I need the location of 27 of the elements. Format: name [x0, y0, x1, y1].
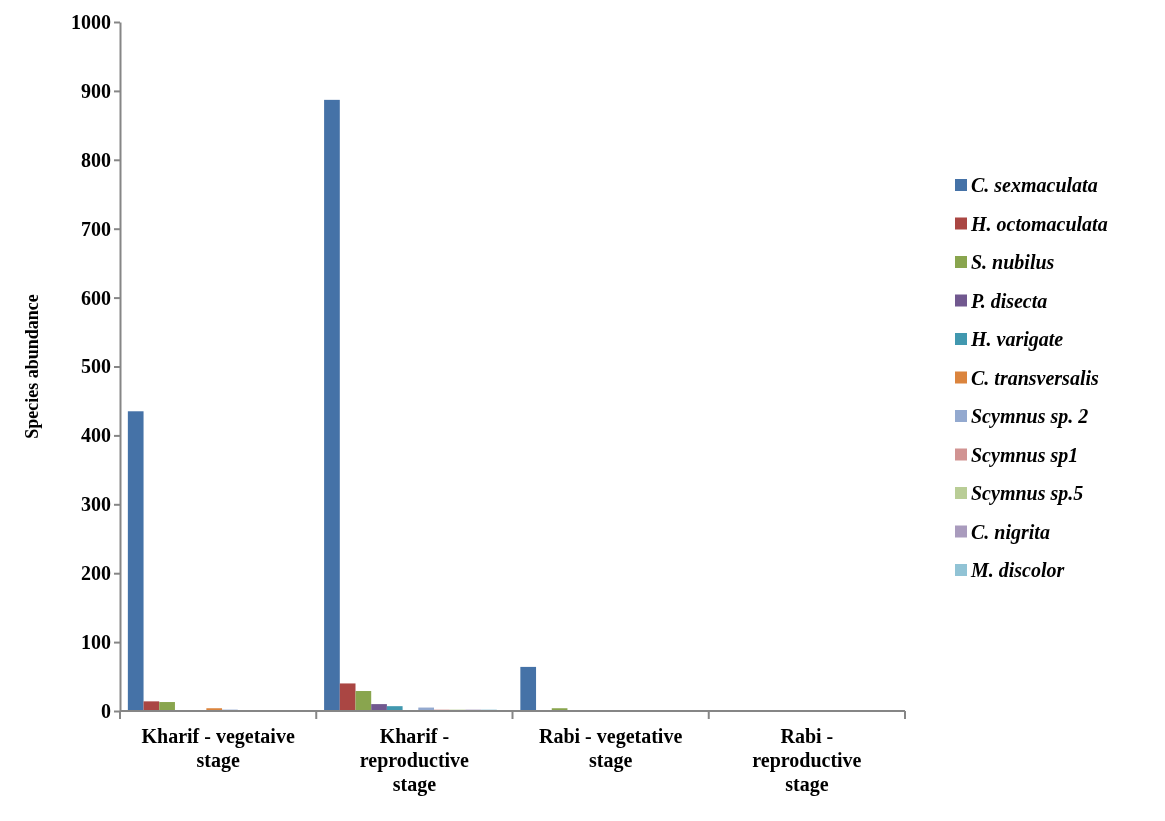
legend-label: H. varigate [970, 328, 1064, 351]
legend-label: C. transversalis [971, 366, 1100, 389]
legend-label: Scymnus sp. 2 [971, 405, 1089, 428]
x-tick-label: Rabi - reproductive stage [752, 725, 862, 796]
x-tick-label: Rabi - vegetative stage [538, 725, 683, 772]
y-tick-label: 800 [81, 148, 111, 171]
y-tick-label: 100 [81, 631, 111, 653]
legend-label: H. octomaculata [970, 212, 1108, 235]
legend-label: C. nigrita [971, 520, 1050, 544]
y-tick-label: 700 [81, 217, 111, 240]
y-tick-label: 300 [81, 493, 111, 516]
legend-label: S. nubilus [971, 251, 1055, 273]
legend-label: Scymnus sp.5 [971, 482, 1084, 505]
y-tick-label: 0 [101, 699, 111, 722]
x-tick-label: Kharif - vegetaive stage [141, 725, 295, 772]
legend-label: M. discolor [970, 559, 1065, 581]
legend-label: P. disecta [970, 289, 1048, 312]
y-tick-label: 900 [81, 79, 111, 102]
y-tick-label: 1000 [71, 10, 111, 33]
y-tick-label: 200 [81, 562, 111, 585]
y-tick-label: 500 [81, 355, 111, 378]
y-tick-label: 400 [81, 424, 111, 447]
legend-label: C. sexmaculata [971, 174, 1098, 196]
y-tick-label: 600 [81, 286, 111, 309]
y-axis-title: Species abundance [22, 294, 42, 439]
x-tick-label: Kharif - reproductive stage [359, 725, 470, 796]
legend-label: Scymnus sp1 [971, 443, 1079, 467]
